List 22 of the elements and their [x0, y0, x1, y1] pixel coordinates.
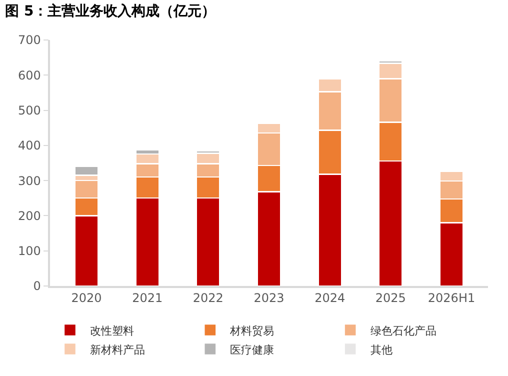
y-tick-label: 100	[18, 244, 41, 258]
x-tick-label: 2024	[314, 291, 346, 306]
legend-label: 其他	[370, 343, 392, 356]
y-tick-label: 0	[33, 279, 41, 294]
legend-label: 绿色石化产品	[370, 324, 436, 338]
y-tick-label: 300	[18, 174, 41, 188]
legend-label: 材料贸易	[229, 324, 274, 338]
y-tick-label: 200	[18, 208, 41, 223]
y-tick-label: 600	[18, 68, 41, 82]
x-tick-label: 2022	[192, 291, 224, 306]
x-tick-label: 2020	[71, 291, 102, 306]
legend-label: 医疗健康	[230, 343, 274, 356]
x-tick-label: 2026H1	[428, 291, 476, 306]
x-tick-label: 2021	[132, 291, 163, 306]
y-tick-label: 500	[18, 103, 41, 118]
legend-label: 新材料产品	[90, 343, 145, 356]
y-tick-label: 700	[18, 33, 41, 48]
x-tick-label: 2023	[254, 291, 284, 306]
x-tick-label: 2025	[375, 291, 406, 306]
legend-label: 改性塑料	[90, 324, 134, 338]
chart-title: 图 5：主营业务收入构成（亿元）	[5, 2, 216, 20]
y-tick-label: 400	[18, 138, 41, 153]
